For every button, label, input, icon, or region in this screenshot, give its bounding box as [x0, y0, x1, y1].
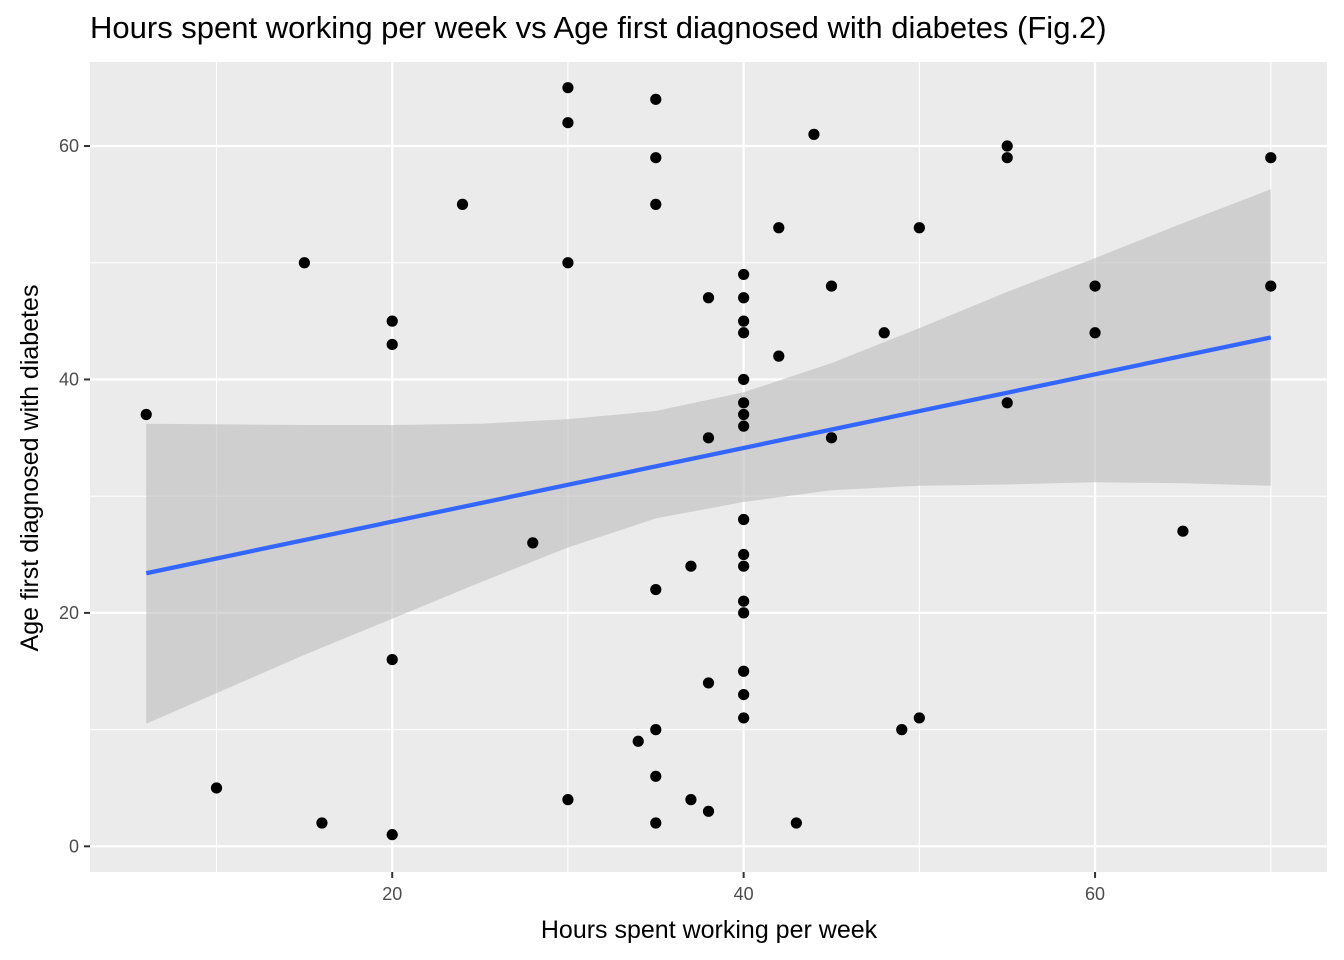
y-tick-label: 20 [59, 603, 79, 623]
data-point [650, 583, 662, 596]
data-point [386, 315, 398, 327]
data-point [210, 782, 223, 794]
data-point [702, 292, 715, 304]
y-tick-label: 0 [69, 836, 79, 856]
data-point [562, 257, 574, 269]
data-point [386, 829, 398, 841]
data-point [738, 408, 750, 421]
data-point [738, 688, 750, 701]
data-point [738, 560, 750, 572]
data-point [562, 794, 574, 806]
data-point [738, 420, 750, 432]
data-point [1089, 327, 1101, 339]
data-point [738, 607, 750, 619]
y-tick-label: 60 [59, 136, 79, 156]
data-point [632, 735, 644, 747]
chart-title: Hours spent working per week vs Age firs… [90, 10, 1107, 45]
data-point [140, 408, 152, 421]
data-point [456, 198, 469, 210]
data-point [386, 653, 398, 666]
data-point [650, 817, 662, 829]
data-point [650, 770, 662, 782]
data-point [738, 712, 750, 724]
data-points [140, 82, 1277, 841]
y-tick-label: 40 [59, 369, 79, 389]
data-point [650, 93, 662, 105]
axis-ticks [84, 145, 1097, 878]
data-point [1089, 280, 1101, 292]
tick-labels: 20 40 60 0 20 40 60 [59, 136, 1105, 904]
data-point [738, 665, 750, 677]
data-point [1265, 280, 1277, 292]
x-tick-label: 20 [382, 884, 402, 904]
x-axis-title: Hours spent working per week [541, 916, 878, 944]
data-point [1001, 152, 1013, 164]
x-tick-label: 60 [1085, 884, 1105, 904]
data-point [1001, 140, 1013, 152]
data-point [808, 128, 820, 140]
data-point [896, 724, 908, 736]
data-point [773, 222, 785, 234]
data-point [738, 595, 750, 607]
data-point [825, 432, 838, 444]
data-point [1265, 152, 1277, 164]
data-point [562, 117, 574, 129]
data-point [913, 222, 925, 234]
data-point [386, 338, 398, 351]
data-point [825, 280, 838, 292]
data-point [702, 677, 715, 689]
data-point [878, 327, 890, 339]
data-point [650, 152, 662, 164]
data-point [738, 292, 750, 304]
data-point [738, 373, 750, 386]
data-point [773, 350, 785, 362]
data-point [738, 513, 750, 526]
data-point [702, 805, 715, 817]
data-point [298, 257, 310, 269]
data-point [738, 268, 750, 281]
data-point [650, 198, 662, 210]
data-point [650, 724, 662, 736]
data-point [702, 432, 715, 444]
data-point [562, 82, 574, 94]
regression-line [145, 335, 1272, 576]
data-point [738, 397, 750, 409]
data-point [316, 817, 328, 829]
data-point [738, 548, 750, 561]
data-point [527, 537, 539, 549]
y-axis-title: Age first diagnosed with diabetes [16, 285, 44, 652]
data-point [1177, 525, 1189, 537]
data-point [1001, 397, 1013, 409]
data-point [738, 327, 750, 339]
x-tick-label: 40 [734, 884, 754, 904]
data-point [790, 817, 802, 829]
data-point [685, 794, 697, 806]
data-point [738, 315, 750, 327]
data-point [913, 712, 925, 724]
data-point [685, 560, 697, 572]
